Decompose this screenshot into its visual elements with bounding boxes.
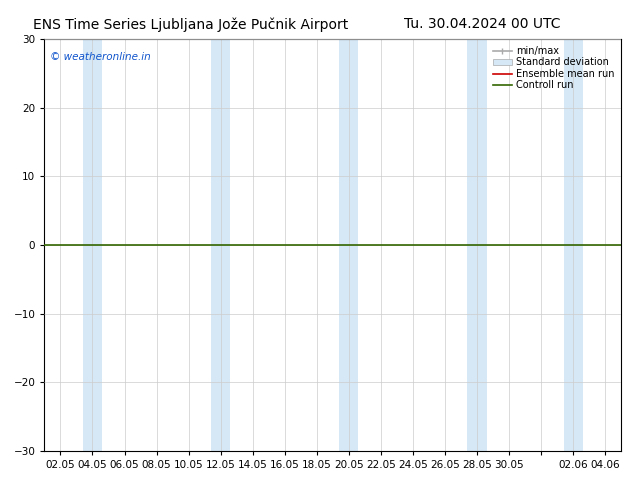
Bar [211,39,230,451]
Bar [339,39,358,451]
Legend: min/max, Standard deviation, Ensemble mean run, Controll run: min/max, Standard deviation, Ensemble me… [491,44,616,92]
Text: © weatheronline.in: © weatheronline.in [50,51,151,62]
Bar [467,39,487,451]
Text: Tu. 30.04.2024 00 UTC: Tu. 30.04.2024 00 UTC [404,17,560,31]
Bar [564,39,583,451]
Text: ENS Time Series Ljubljana Jože Pučnik Airport: ENS Time Series Ljubljana Jože Pučnik Ai… [32,17,348,32]
Bar [83,39,102,451]
